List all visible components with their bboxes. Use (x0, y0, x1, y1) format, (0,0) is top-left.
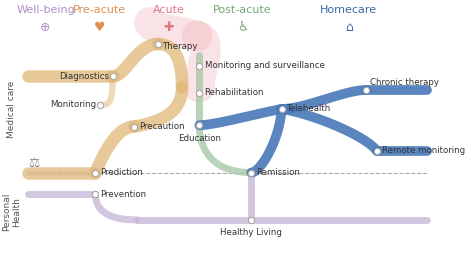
Text: ⊕: ⊕ (40, 21, 51, 34)
Text: Telehealth: Telehealth (287, 104, 331, 113)
Text: ⚖: ⚖ (28, 157, 39, 170)
Text: Rehabilitation: Rehabilitation (205, 88, 264, 97)
Text: Homecare: Homecare (320, 5, 377, 15)
Text: Monitoring and surveillance: Monitoring and surveillance (205, 61, 324, 70)
Text: Prediction: Prediction (100, 168, 143, 177)
Text: ✚: ✚ (164, 21, 174, 34)
Text: Monitoring: Monitoring (50, 100, 96, 109)
Text: Prevention: Prevention (100, 190, 147, 199)
Text: Post-acute: Post-acute (213, 5, 272, 15)
Text: Pre-acute: Pre-acute (73, 5, 126, 15)
Text: ♥: ♥ (94, 21, 105, 34)
Text: Therapy: Therapy (164, 42, 199, 51)
Text: Healthy Living: Healthy Living (220, 228, 282, 237)
Text: ♿: ♿ (237, 21, 248, 34)
Text: Precaution: Precaution (139, 122, 185, 131)
Text: Remote monitoring: Remote monitoring (382, 146, 465, 155)
Text: Medical care: Medical care (7, 80, 16, 138)
Text: Acute: Acute (153, 5, 185, 15)
Text: Education: Education (178, 134, 221, 143)
Text: Personal
Health: Personal Health (2, 193, 21, 231)
Text: Diagnostics: Diagnostics (59, 72, 109, 81)
Text: Remission: Remission (256, 168, 301, 177)
Text: ⌂: ⌂ (345, 21, 353, 34)
Text: Chronic therapy: Chronic therapy (370, 78, 438, 87)
Text: Well-being: Well-being (16, 5, 75, 15)
